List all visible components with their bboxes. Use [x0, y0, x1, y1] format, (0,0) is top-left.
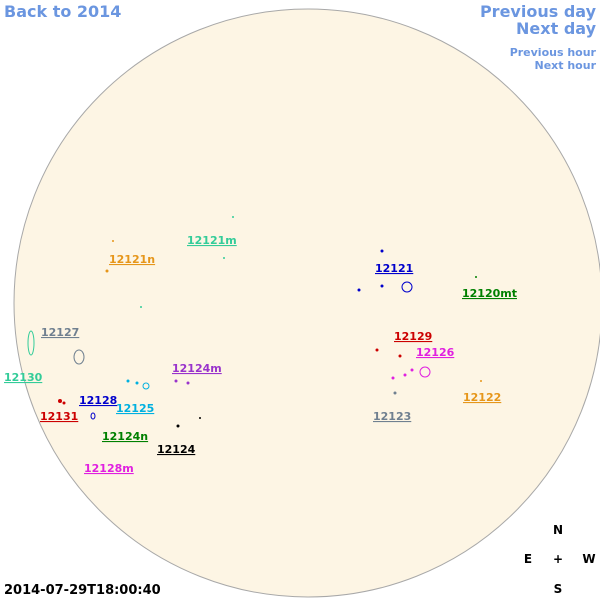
- region-label[interactable]: 12129: [394, 330, 432, 343]
- next-hour-link[interactable]: Next hour: [535, 59, 597, 72]
- region-label[interactable]: 12125: [116, 402, 154, 415]
- timestamp: 2014-07-29T18:00:40: [4, 583, 161, 598]
- region-label[interactable]: 12120mt: [462, 287, 517, 300]
- region-label[interactable]: 12124: [157, 443, 196, 456]
- region-labels: 12121m 12121n 12121 12120mt 12127 12129 …: [4, 234, 517, 475]
- region-label[interactable]: 12128m: [84, 462, 134, 475]
- compass-east: E: [524, 552, 532, 566]
- compass-center: +: [553, 552, 563, 566]
- sunspots: [27, 216, 482, 428]
- previous-day-link[interactable]: Previous day: [480, 2, 597, 21]
- region-label[interactable]: 12127: [41, 326, 79, 339]
- region-label[interactable]: 12128: [79, 394, 117, 407]
- region-label[interactable]: 12121m: [187, 234, 237, 247]
- region-label[interactable]: 12130: [4, 371, 43, 384]
- compass-north: N: [553, 523, 563, 537]
- region-label[interactable]: 12126: [416, 346, 455, 359]
- previous-hour-link[interactable]: Previous hour: [510, 46, 597, 59]
- solar-disk: [13, 8, 600, 598]
- compass-west: W: [582, 552, 595, 566]
- region-label[interactable]: 12131: [40, 410, 78, 423]
- compass-south: S: [554, 582, 563, 596]
- region-label[interactable]: 12122: [463, 391, 501, 404]
- region-label[interactable]: 12124m: [172, 362, 222, 375]
- region-label[interactable]: 12121n: [109, 253, 155, 266]
- region-label[interactable]: 12123: [373, 410, 411, 423]
- next-day-link[interactable]: Next day: [516, 19, 597, 38]
- back-link[interactable]: Back to 2014: [4, 2, 121, 21]
- region-label[interactable]: 12124n: [102, 430, 148, 443]
- region-label[interactable]: 12121: [375, 262, 413, 275]
